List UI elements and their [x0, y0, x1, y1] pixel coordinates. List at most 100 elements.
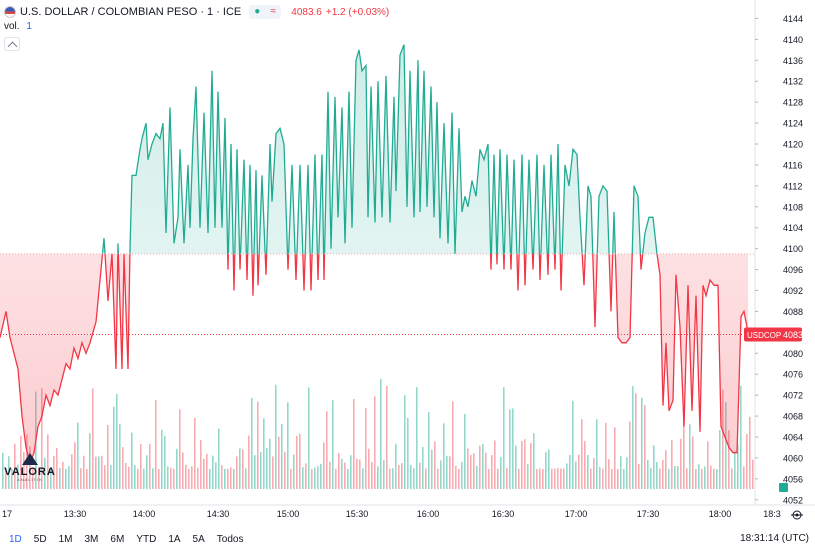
x-tick-label: 17:30 — [637, 509, 660, 519]
volume-bar — [635, 393, 637, 489]
y-tick-label: 4096 — [783, 265, 803, 275]
volume-bar — [629, 421, 631, 489]
volume-bar — [62, 461, 64, 489]
volume-bar — [665, 450, 667, 489]
volume-bar — [41, 388, 43, 489]
volume-bar — [287, 402, 289, 489]
volume-bar — [485, 452, 487, 489]
clock-utc[interactable]: 18:31:14 (UTC) — [740, 533, 809, 544]
y-tick-label: 4056 — [783, 474, 803, 484]
volume-bar — [719, 429, 721, 489]
volume-bar — [653, 445, 655, 489]
volume-bar — [401, 463, 403, 489]
chart-header: U.S. DOLLAR / COLOMBIAN PESO · 1 · ICE ●… — [4, 3, 389, 21]
volume-bar — [257, 401, 259, 489]
delayed-data-icon: ≈ — [270, 6, 277, 17]
price-tag-symbol: USDCOP — [747, 331, 781, 340]
volume-bar — [734, 451, 736, 489]
symbol-title[interactable]: U.S. DOLLAR / COLOMBIAN PESO · 1 · ICE — [20, 6, 242, 18]
volume-bar — [47, 434, 49, 489]
volume-axis-marker-icon — [779, 483, 788, 492]
volume-bar — [482, 443, 484, 489]
volume-legend[interactable]: vol. 1 — [4, 21, 32, 32]
volume-bar — [494, 440, 496, 489]
volume-bar — [374, 396, 376, 489]
status-pill[interactable]: ● ≈ — [249, 5, 282, 19]
volume-bar — [95, 456, 97, 489]
volume-bar — [749, 416, 751, 489]
volume-bar — [668, 468, 670, 489]
y-tick-label: 4128 — [783, 98, 803, 108]
volume-bar — [722, 389, 724, 489]
volume-bar — [386, 385, 388, 489]
volume-bar — [542, 468, 544, 489]
volume-bar — [2, 452, 4, 489]
x-tick-label: 15:00 — [277, 509, 300, 519]
volume-bar — [368, 448, 370, 489]
volume-bar — [275, 384, 277, 489]
volume-bar — [266, 448, 268, 489]
volume-bar — [158, 468, 160, 489]
volume-bar — [293, 454, 295, 489]
volume-bar — [317, 466, 319, 489]
volume-bar — [593, 457, 595, 489]
range-1d[interactable]: 1D — [9, 533, 22, 545]
volume-bar — [239, 448, 241, 489]
volume-label: vol. — [4, 21, 20, 32]
range-3m[interactable]: 3M — [84, 533, 99, 545]
volume-bar — [626, 457, 628, 489]
x-tick-label: 14:00 — [133, 509, 156, 519]
volume-bar — [68, 466, 70, 489]
range-6m[interactable]: 6M — [110, 533, 125, 545]
volume-bar — [110, 465, 112, 489]
range-todos[interactable]: Todos — [216, 533, 244, 545]
volume-bar — [236, 456, 238, 489]
volume-bar — [743, 466, 745, 489]
range-1a[interactable]: 1A — [168, 533, 181, 545]
volume-bar — [428, 412, 430, 489]
volume-bar — [260, 452, 262, 489]
price-tag[interactable] — [744, 327, 802, 342]
volume-bar — [359, 459, 361, 489]
volume-bar — [698, 464, 700, 489]
volume-bar — [620, 456, 622, 489]
last-price: 4083.6 — [291, 6, 322, 18]
volume-bar — [71, 454, 73, 489]
volume-bar — [455, 465, 457, 489]
range-5d[interactable]: 5D — [33, 533, 47, 545]
volume-bar — [587, 455, 589, 489]
volume-bar — [350, 455, 352, 489]
volume-bar — [740, 385, 742, 489]
volume-bar — [272, 456, 274, 489]
volume-bar — [161, 429, 163, 489]
volume-bar — [692, 436, 694, 489]
range-1m[interactable]: 1M — [58, 533, 73, 545]
volume-bar — [269, 438, 271, 489]
volume-bar — [491, 455, 493, 489]
x-tick-label: 14:30 — [207, 509, 230, 519]
volume-bar — [605, 422, 607, 489]
volume-bar — [254, 455, 256, 489]
volume-bar — [458, 468, 460, 489]
volume-bar — [128, 466, 130, 489]
volume-bar — [398, 464, 400, 489]
volume-bar — [326, 411, 328, 489]
range-toolbar: 1D 5D 1M 3M 6M YTD 1A 5A Todos 18:31:14 … — [0, 527, 815, 551]
volume-bar — [182, 452, 184, 489]
volume-bar — [65, 468, 67, 489]
volume-bar — [371, 462, 373, 489]
volume-bar — [578, 454, 580, 489]
range-5a[interactable]: 5A — [192, 533, 205, 545]
volume-bar — [167, 466, 169, 489]
volume-bar — [299, 433, 301, 489]
volume-bar — [383, 460, 385, 489]
volume-bar — [422, 446, 424, 489]
volume-bar — [671, 440, 673, 489]
volume-bar — [710, 465, 712, 489]
range-ytd[interactable]: YTD — [136, 533, 157, 545]
collapse-legend-button[interactable] — [4, 37, 20, 51]
volume-bar — [662, 460, 664, 489]
volume-bar — [656, 461, 658, 489]
volume-bar — [353, 399, 355, 489]
